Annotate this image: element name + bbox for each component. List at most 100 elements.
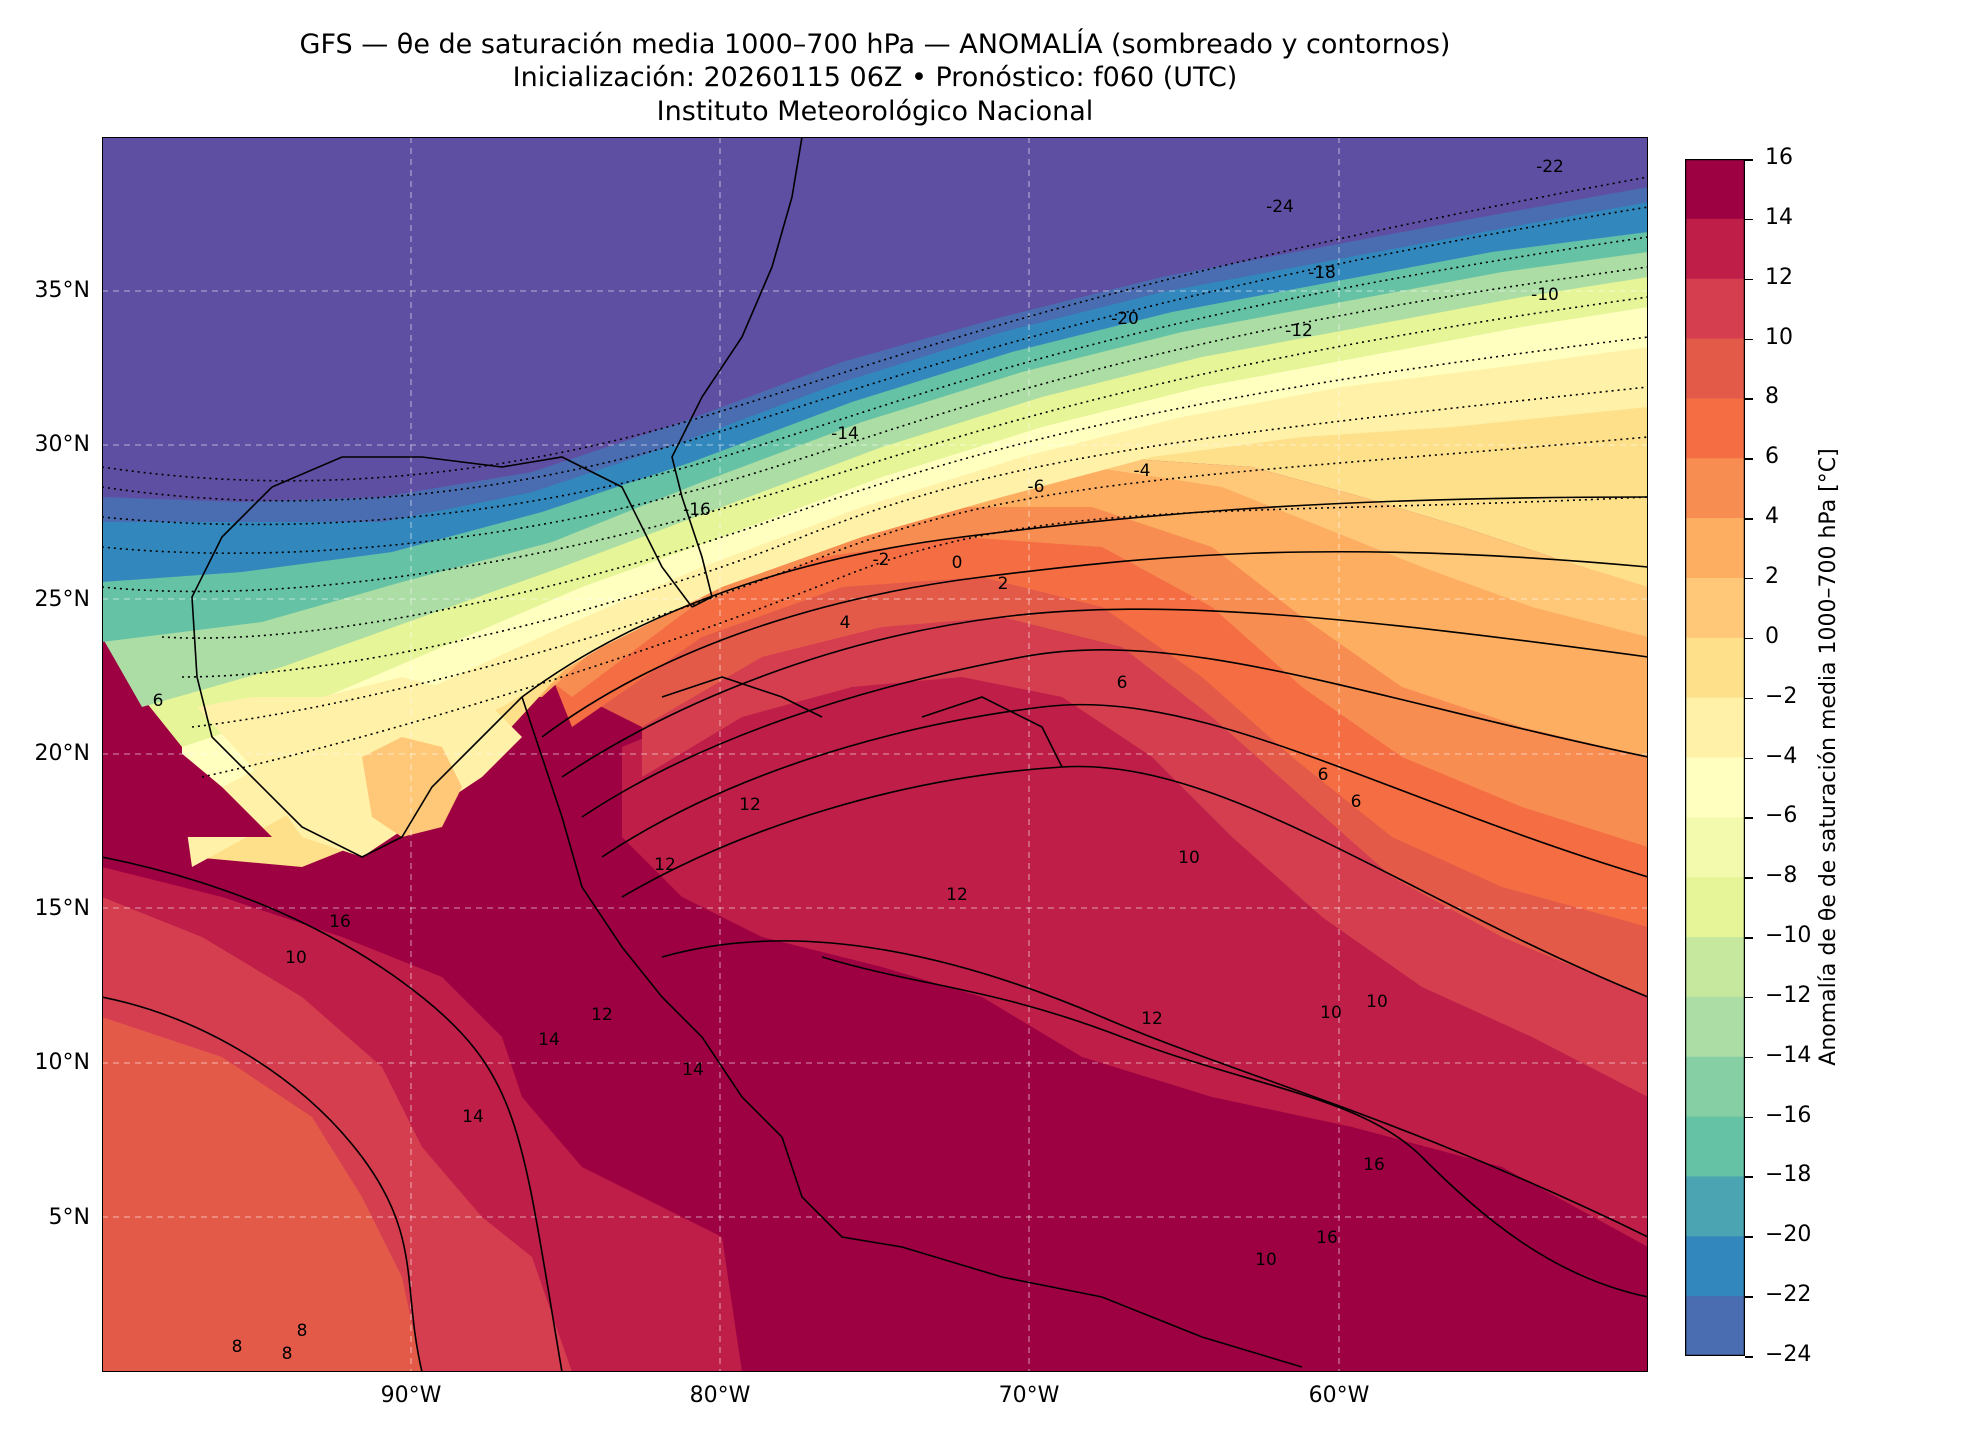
- colorbar-swatch: [1685, 757, 1745, 818]
- colorbar-tick-label: −14: [1765, 1042, 1812, 1068]
- contour-label: -22: [1536, 157, 1564, 177]
- colorbar-tick-label: 0: [1765, 623, 1779, 649]
- colorbar-tick-label: −8: [1765, 863, 1798, 889]
- lat-tick-35: 35°N: [34, 278, 90, 303]
- colorbar-tick-mark: [1745, 817, 1753, 819]
- colorbar-tick-mark: [1745, 218, 1753, 221]
- contour-label: 10: [1320, 1003, 1342, 1023]
- band-m2-region: [182, 337, 1648, 867]
- colorbar-swatch: [1685, 398, 1745, 459]
- colorbar-tick-label: 12: [1765, 264, 1793, 290]
- colorbar-swatch: [1685, 518, 1745, 579]
- colorbar-tick-mark: [1745, 577, 1753, 580]
- colorbar-swatch: [1685, 159, 1745, 220]
- colorbar-tick-label: −12: [1765, 982, 1812, 1008]
- colorbar-tick-label: −20: [1765, 1222, 1812, 1248]
- positive-contours: [102, 496, 1648, 1372]
- bay-warm-patch: [362, 737, 462, 837]
- contour-label: 16: [1363, 1155, 1385, 1175]
- contour-label: 10: [1255, 1250, 1277, 1270]
- band-2-region: [502, 457, 1648, 737]
- contour-label: -18: [1308, 263, 1336, 283]
- lon-tick-80: 80°W: [689, 1383, 751, 1408]
- colorbar-tick-mark: [1745, 1236, 1753, 1238]
- lat-tick-15: 15°N: [34, 896, 90, 921]
- lat-tick-10: 10°N: [34, 1050, 90, 1075]
- negative-contours: [102, 176, 1648, 778]
- band-m18-region: [102, 197, 1648, 582]
- contour-label: 12: [946, 885, 968, 905]
- band-m24-region: [102, 137, 1648, 522]
- contour-label: 14: [682, 1060, 704, 1080]
- colorbar-tick-mark: [1745, 757, 1753, 759]
- colorbar: [1684, 158, 1746, 1357]
- colorbar-tick-mark: [1745, 518, 1753, 520]
- lat-tick-25: 25°N: [34, 587, 90, 612]
- colorbar-swatch: [1685, 877, 1745, 938]
- contour-label: 0: [952, 553, 963, 573]
- contour-label: 4: [840, 613, 851, 633]
- lat-tick-20: 20°N: [34, 741, 90, 766]
- colorbar-tick-mark: [1745, 458, 1753, 460]
- colorbar-label: Anomalía de θe de saturación media 1000–…: [1816, 448, 1841, 1066]
- colorbar-swatch: [1685, 458, 1745, 519]
- contour-label: -14: [831, 424, 859, 444]
- lat-tick-30: 30°N: [34, 432, 90, 457]
- colorbar-tick-label: 2: [1765, 563, 1779, 589]
- yucatan-cold-patch: [197, 677, 522, 857]
- colorbar-tick-mark: [1745, 159, 1753, 161]
- colorbar-swatches: [1684, 158, 1746, 1357]
- contour-label: 10: [1178, 848, 1200, 868]
- colorbar-swatch: [1685, 1236, 1745, 1297]
- contour-label: -6: [1028, 477, 1045, 497]
- colorbar-tick-label: −18: [1765, 1162, 1812, 1188]
- colorbar-tick-mark: [1745, 398, 1753, 400]
- band-m22-strip: [102, 187, 1648, 522]
- chart-title-line-2: Inicialización: 20260115 06Z • Pronóstic…: [512, 62, 1238, 93]
- band-m14-region: [102, 227, 1648, 642]
- contour-label: 14: [538, 1030, 560, 1050]
- band-8-east: [552, 527, 1648, 927]
- contour-label: 6: [1117, 673, 1128, 693]
- contour-label: 8: [282, 1344, 293, 1364]
- contour-label: -2: [873, 550, 890, 570]
- band-8-region: [102, 1017, 422, 1372]
- contour-label: 14: [462, 1107, 484, 1127]
- colorbar-tick-label: 4: [1765, 504, 1779, 530]
- contour-label: -24: [1266, 197, 1294, 217]
- colorbar-tick-label: −22: [1765, 1282, 1812, 1308]
- contour-label: -20: [1111, 309, 1139, 329]
- colorbar-swatch: [1685, 1056, 1745, 1118]
- colorbar-swatch: [1685, 1116, 1745, 1177]
- colorbar-tick-mark: [1745, 278, 1753, 281]
- contour-label: -4: [1134, 461, 1151, 481]
- contour-label: 12: [591, 1005, 613, 1025]
- colorbar-border: [1684, 158, 1746, 1357]
- colorbar-tick-label: −10: [1765, 923, 1812, 949]
- chart-title-line-3: Instituto Meteorológico Nacional: [656, 96, 1094, 127]
- colorbar-swatch: [1685, 1176, 1745, 1237]
- contour-label: 12: [739, 795, 761, 815]
- colorbar-tick-mark: [1745, 1356, 1753, 1358]
- pacific-warm-strip: [102, 707, 272, 837]
- colorbar-tick-mark: [1745, 338, 1753, 341]
- colorbar-swatch: [1685, 637, 1745, 699]
- colorbar-swatch: [1685, 218, 1745, 280]
- colorbar-swatch: [1685, 1296, 1745, 1357]
- lon-tick-60: 60°W: [1308, 1383, 1370, 1408]
- contour-label: 16: [1316, 1228, 1338, 1248]
- colorbar-tick-mark: [1745, 996, 1753, 999]
- colorbar-tick-label: 8: [1765, 384, 1779, 410]
- colorbar-tick-mark: [1745, 1296, 1753, 1298]
- band-m10-region: [102, 247, 1648, 707]
- colorbar-swatch: [1685, 817, 1745, 878]
- lon-tick-90: 90°W: [380, 1383, 442, 1408]
- contour-label: 6: [1351, 792, 1362, 812]
- colorbar-tick-label: −16: [1765, 1102, 1812, 1128]
- contour-label: 10: [1366, 992, 1388, 1012]
- contour-label: 16: [329, 912, 351, 932]
- colorbar-tick-mark: [1745, 1056, 1753, 1059]
- contour-label: 6: [1318, 765, 1329, 785]
